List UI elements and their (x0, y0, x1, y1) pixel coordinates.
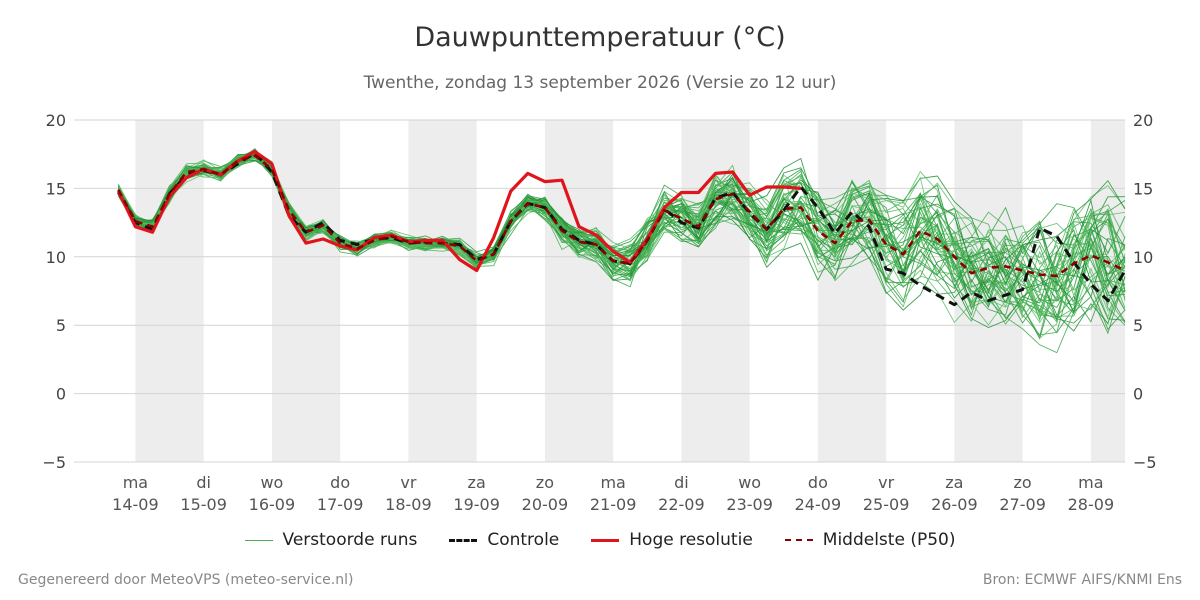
y-tick-label-right: 20 (1133, 111, 1153, 130)
legend-item-median: Middelste (P50) (784, 530, 956, 550)
x-tick-date: 14-09 (112, 495, 159, 514)
x-tick-date: 23-09 (726, 495, 773, 514)
grid-lines (74, 119, 1125, 463)
x-tick-day: wo (738, 473, 761, 492)
x-tick-day: za (468, 473, 486, 492)
y-tick-label-right: 15 (1133, 179, 1153, 198)
legend-swatch-control (449, 538, 478, 542)
x-tick-date: 17-09 (317, 495, 364, 514)
y-tick-label-right: 5 (1133, 316, 1143, 335)
day-band (681, 120, 750, 462)
legend-swatch-perturbed (244, 539, 273, 541)
legend-label-median: Middelste (P50) (822, 530, 956, 550)
x-tick-date: 24-09 (795, 495, 842, 514)
x-tick-day: ma (600, 473, 625, 492)
y-tick-label-left: 20 (46, 111, 66, 130)
x-tick-date: 28-09 (1068, 495, 1115, 514)
day-band (408, 120, 477, 462)
x-tick-date: 25-09 (863, 495, 910, 514)
weekend-shading (135, 120, 1125, 462)
x-tick-date: 21-09 (590, 495, 637, 514)
x-tick-day: ma (1078, 473, 1103, 492)
main-series (116, 149, 1127, 307)
legend-item-hires: Hoge resolutie (591, 530, 753, 550)
x-tick-day: do (808, 473, 828, 492)
x-tick-day: di (196, 473, 211, 492)
x-tick-day: vr (400, 473, 416, 492)
legend: Verstoorde runs Controle Hoge resolutie … (0, 530, 1200, 550)
footer-generator: Gegenereerd door MeteoVPS (meteo-service… (18, 572, 354, 588)
y-tick-label-right: −5 (1133, 453, 1157, 472)
legend-label-control: Controle (487, 530, 560, 550)
day-band (817, 120, 887, 462)
x-tick-date: 20-09 (522, 495, 569, 514)
x-tick-day: zo (536, 473, 554, 492)
median-series-line (117, 154, 1126, 278)
y-tick-label-right: 10 (1133, 248, 1153, 267)
y-tick-label-left: 15 (46, 179, 66, 198)
legend-item-control: Controle (449, 530, 559, 550)
x-tick-date: 16-09 (249, 495, 296, 514)
x-tick-date: 26-09 (931, 495, 978, 514)
chart-title: Dauwpunttemperatuur (°C) (414, 22, 786, 53)
legend-swatch-hires (591, 538, 620, 542)
y-tick-label-left: −5 (42, 453, 66, 472)
day-band (271, 120, 341, 462)
x-tick-date: 27-09 (999, 495, 1046, 514)
x-tick-day: vr (878, 473, 894, 492)
x-tick-day: ma (123, 473, 148, 492)
y-tick-label-left: 10 (46, 248, 66, 267)
y-tick-label-right: 0 (1133, 385, 1143, 404)
x-axis-ticks: ma 14-09 di 15-09 wo 16-09 do 17-09 vr 18-09 za 19-… (112, 473, 1114, 514)
ensemble-member-line (118, 151, 1126, 294)
day-band (544, 120, 614, 462)
legend-label-perturbed: Verstoorde runs (282, 530, 418, 550)
y-tick-label-left: 0 (56, 385, 66, 404)
y-axis-ticks: 20 20 15 15 10 10 5 5 0 0 −5 −5 (42, 111, 1156, 472)
x-tick-day: do (330, 473, 350, 492)
legend-item-perturbed: Verstoorde runs (244, 530, 418, 550)
x-tick-day: zo (1014, 473, 1032, 492)
x-tick-day: di (674, 473, 689, 492)
x-tick-day: wo (260, 473, 283, 492)
x-tick-date: 22-09 (658, 495, 705, 514)
legend-swatch-median (784, 539, 813, 541)
legend-label-hires: Hoge resolutie (629, 530, 753, 550)
footer-source: Bron: ECMWF AIFS/KNMI Ens (982, 572, 1182, 588)
x-tick-date: 18-09 (385, 495, 432, 514)
x-tick-date: 15-09 (180, 495, 227, 514)
x-tick-day: za (945, 473, 963, 492)
x-tick-date: 19-09 (453, 495, 500, 514)
chart-subtitle: Twenthe, zondag 13 september 2026 (Versi… (363, 73, 837, 93)
ensemble-member-line (117, 154, 1126, 325)
y-tick-label-left: 5 (56, 316, 66, 335)
